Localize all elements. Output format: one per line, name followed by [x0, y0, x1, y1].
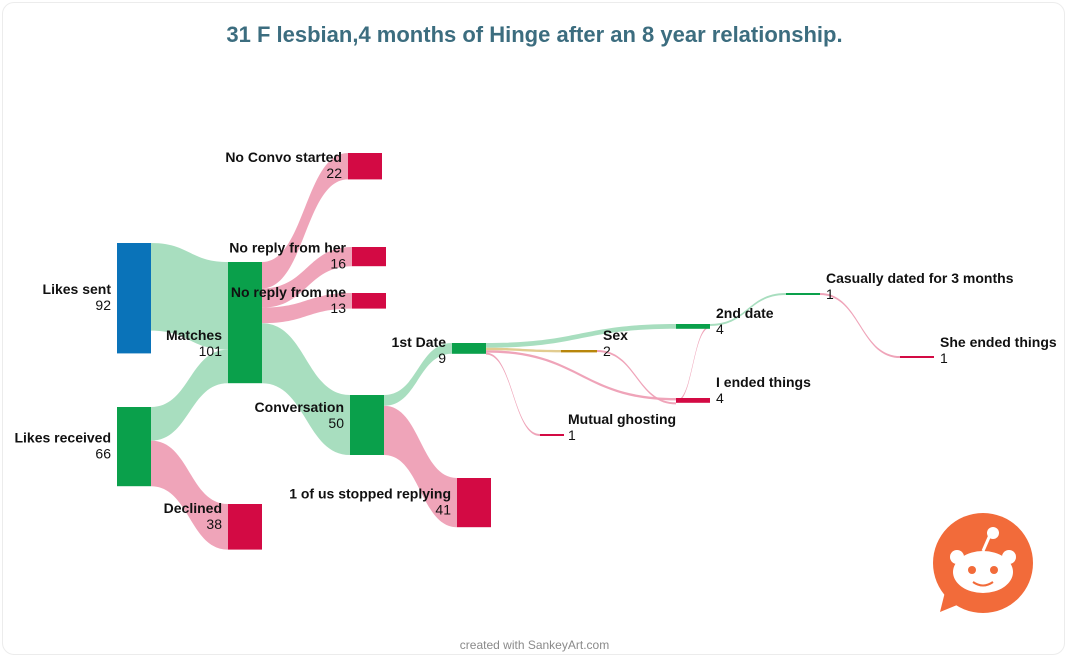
- value-first_date: 9: [438, 350, 446, 366]
- label-likes_received: Likes received: [14, 430, 111, 446]
- label-second_date: 2nd date: [716, 305, 774, 321]
- node-conversation: [350, 395, 384, 455]
- link-matches-to-conversation: [262, 323, 350, 455]
- value-second_date: 4: [716, 321, 724, 337]
- label-declined: Declined: [164, 500, 222, 516]
- label-conversation: Conversation: [255, 399, 344, 415]
- node-i_ended: [676, 398, 710, 403]
- value-mutual_ghost: 1: [568, 427, 576, 443]
- node-no_reply_me: [352, 293, 386, 309]
- value-i_ended: 4: [716, 390, 724, 406]
- chart-title: 31 F lesbian,4 months of Hinge after an …: [226, 22, 843, 47]
- label-matches: Matches: [166, 327, 222, 343]
- label-stopped: 1 of us stopped replying: [289, 486, 451, 502]
- node-casually: [786, 293, 820, 295]
- value-declined: 38: [206, 516, 222, 532]
- value-casually: 1: [826, 286, 834, 302]
- label-mutual_ghost: Mutual ghosting: [568, 411, 676, 427]
- value-likes_sent: 92: [95, 297, 111, 313]
- label-sex: Sex: [603, 327, 628, 343]
- label-no_reply_her: No reply from her: [229, 240, 346, 256]
- link-first_date-to-sex: [486, 347, 561, 353]
- value-she_ended: 1: [940, 350, 948, 366]
- value-sex: 2: [603, 343, 611, 359]
- node-matches: [228, 262, 262, 384]
- value-matches: 101: [199, 343, 223, 359]
- node-sex: [561, 350, 597, 353]
- link-matches-to-no_convo: [262, 153, 348, 289]
- node-she_ended: [900, 356, 934, 358]
- value-likes_received: 66: [95, 446, 111, 462]
- link-first_date-to-second_date: [486, 324, 676, 348]
- node-no_convo: [348, 153, 382, 180]
- link-sex-to-i_ended: [597, 350, 676, 405]
- value-conversation: 50: [328, 415, 344, 431]
- link-matches-to-no_reply_her: [262, 247, 352, 308]
- label-first_date: 1st Date: [392, 334, 447, 350]
- label-no_convo: No Convo started: [225, 149, 342, 165]
- node-declined: [228, 504, 262, 550]
- value-stopped: 41: [435, 502, 451, 518]
- label-likes_sent: Likes sent: [43, 281, 112, 297]
- node-stopped: [457, 478, 491, 528]
- link-likes_sent-to-matches: [151, 243, 228, 350]
- label-she_ended: She ended things: [940, 334, 1057, 350]
- value-no_convo: 22: [326, 165, 342, 181]
- label-casually: Casually dated for 3 months: [826, 270, 1014, 286]
- link-matches-to-no_reply_me: [262, 293, 352, 324]
- link-conversation-to-first_date: [384, 343, 452, 406]
- label-i_ended: I ended things: [716, 374, 811, 390]
- reddit-logo: [933, 513, 1033, 613]
- node-mutual_ghost: [540, 434, 564, 436]
- node-likes_received: [117, 407, 151, 487]
- link-conversation-to-stopped: [384, 405, 457, 528]
- link-second_date-to-i_ended: [676, 326, 710, 403]
- value-no_reply_me: 13: [330, 300, 346, 316]
- node-second_date: [676, 324, 710, 329]
- node-first_date: [452, 343, 486, 354]
- node-likes_sent: [117, 243, 151, 354]
- link-likes_received-to-declined: [151, 440, 228, 550]
- link-casually-to-she_ended: [820, 293, 900, 358]
- link-likes_received-to-matches: [151, 349, 228, 441]
- node-no_reply_her: [352, 247, 386, 267]
- label-no_reply_me: No reply from me: [231, 284, 346, 300]
- link-first_date-to-i_ended: [486, 350, 676, 401]
- link-first_date-to-mutual_ghost: [486, 352, 540, 436]
- link-second_date-to-casually: [710, 293, 786, 326]
- value-no_reply_her: 16: [330, 256, 346, 272]
- footer-credit: created with SankeyArt.com: [459, 638, 610, 652]
